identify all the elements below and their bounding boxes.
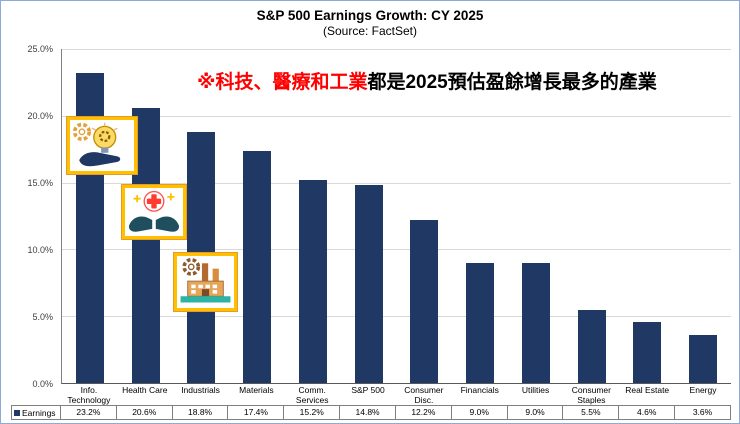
x-axis-category-label: Consumer Staples [571, 385, 611, 405]
gridline [62, 249, 731, 251]
bar [298, 179, 327, 383]
x-axis-category-label: Real Estate [625, 385, 670, 395]
x-axis-category-label: Consumer Disc. [404, 385, 444, 405]
y-axis-tick-label: 0.0% [32, 379, 53, 389]
bar-column [675, 49, 731, 383]
bar [466, 262, 495, 383]
bar-column [285, 49, 341, 383]
bar-series [62, 49, 731, 383]
bar [410, 220, 439, 383]
bar [633, 321, 662, 383]
x-axis-labels: Info. Technology Health Care Industrials Ma… [61, 385, 731, 405]
plot-area [61, 49, 731, 384]
x-axis-category-label: Health Care [122, 385, 168, 395]
bar-column [62, 49, 118, 383]
lightbulb-gear-hand-icon [72, 122, 121, 167]
bar [354, 185, 383, 383]
y-axis-tick-label: 25.0% [27, 44, 53, 54]
chart-title: S&P 500 Earnings Growth: CY 2025 [256, 8, 484, 23]
data-table: Earnings 23.2% 20.6% 18.8% 17.4% 15.2% 14.8% 1… [11, 405, 731, 420]
x-axis-category-label: Energy [689, 385, 717, 395]
y-axis: 25.0% 20.0% 15.0% 10.0% 5.0% 0.0% [1, 44, 57, 389]
medical-cross-hands-icon [128, 190, 180, 232]
x-axis-category-label: Industrials [181, 385, 220, 395]
bar-column [564, 49, 620, 383]
x-axis-category-label: Comm. Services [295, 385, 329, 405]
legend-label: Earnings [22, 407, 56, 418]
chart-subtitle: (Source: FactSet) [322, 24, 418, 38]
data-table-value-cell: 18.8% [173, 406, 229, 419]
y-axis-tick-label: 10.0% [27, 245, 53, 255]
factory-icon [180, 257, 231, 303]
bar-column [397, 49, 453, 383]
health-callout [122, 185, 186, 239]
industrials-callout [174, 253, 237, 311]
data-table-value-cell: 14.8% [340, 406, 396, 419]
x-axis-category-label: Utilities [521, 385, 550, 395]
x-axis-category-label: Info. Technology [67, 385, 111, 405]
data-table-value-cell: 12.2% [396, 406, 452, 419]
annotation-red-text: ※科技、醫療和工業 [197, 72, 368, 93]
data-table-value-cell: 23.2% [61, 406, 117, 419]
gridline [62, 182, 731, 184]
annotation-black-text: 都是2025預估盈餘增長最多的產業 [367, 72, 657, 93]
bar-column [229, 49, 285, 383]
data-table-value-cell: 9.0% [508, 406, 564, 419]
x-axis-category-label: Materials [239, 385, 274, 395]
legend-key: Earnings [11, 406, 61, 419]
data-table-value-cell: 15.2% [284, 406, 341, 419]
annotation-text: ※科技、醫療和工業都是2025預估盈餘增長最多的產業 [197, 67, 657, 94]
bar-column [341, 49, 397, 383]
data-table-value-cell: 20.6% [117, 406, 173, 419]
bar [243, 150, 272, 383]
y-axis-tick-label: 5.0% [32, 312, 53, 322]
legend-swatch [14, 409, 20, 416]
tech-callout [67, 117, 137, 174]
data-table-value-cell: 4.6% [619, 406, 676, 419]
gridline [62, 316, 731, 318]
bar-column [508, 49, 564, 383]
data-table-value-cell: 9.0% [452, 406, 508, 419]
y-axis-tick-label: 20.0% [27, 111, 53, 121]
y-axis-tick-label: 15.0% [27, 178, 53, 188]
data-table-value-cell: 5.5% [563, 406, 620, 419]
data-table-values-row: 23.2% 20.6% 18.8% 17.4% 15.2% 14.8% 12.2% 9.0% 9… [61, 406, 731, 419]
bar [521, 262, 550, 383]
gridline [62, 49, 731, 50]
x-axis-category-label: S&P 500 [351, 385, 385, 395]
gridline [62, 115, 731, 117]
x-axis-category-label: Financials [460, 385, 499, 395]
bar [577, 309, 606, 383]
bar-column [452, 49, 508, 383]
data-table-value-cell: 3.6% [675, 406, 731, 419]
bar [689, 334, 718, 383]
bar-column [620, 49, 676, 383]
data-table-value-cell: 17.4% [228, 406, 285, 419]
